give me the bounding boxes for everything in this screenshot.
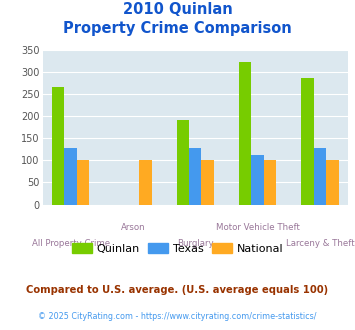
Text: © 2025 CityRating.com - https://www.cityrating.com/crime-statistics/: © 2025 CityRating.com - https://www.city… — [38, 312, 317, 321]
Bar — [326, 160, 339, 205]
Text: Property Crime Comparison: Property Crime Comparison — [63, 21, 292, 36]
Bar — [139, 160, 152, 205]
Text: Arson: Arson — [121, 223, 145, 232]
Bar — [64, 148, 77, 205]
Bar — [313, 148, 326, 205]
Bar — [189, 148, 202, 205]
Bar — [264, 160, 276, 205]
Text: 2010 Quinlan: 2010 Quinlan — [122, 2, 233, 16]
Bar — [52, 87, 64, 205]
Bar — [251, 154, 264, 205]
Bar — [202, 160, 214, 205]
Bar — [176, 119, 189, 205]
Text: Motor Vehicle Theft: Motor Vehicle Theft — [215, 223, 300, 232]
Legend: Quinlan, Texas, National: Quinlan, Texas, National — [67, 239, 288, 258]
Text: All Property Crime: All Property Crime — [32, 239, 110, 248]
Bar — [77, 160, 89, 205]
Bar — [301, 78, 313, 205]
Text: Burglary: Burglary — [177, 239, 214, 248]
Bar — [239, 62, 251, 205]
Text: Compared to U.S. average. (U.S. average equals 100): Compared to U.S. average. (U.S. average … — [26, 285, 329, 295]
Text: Larceny & Theft: Larceny & Theft — [285, 239, 354, 248]
